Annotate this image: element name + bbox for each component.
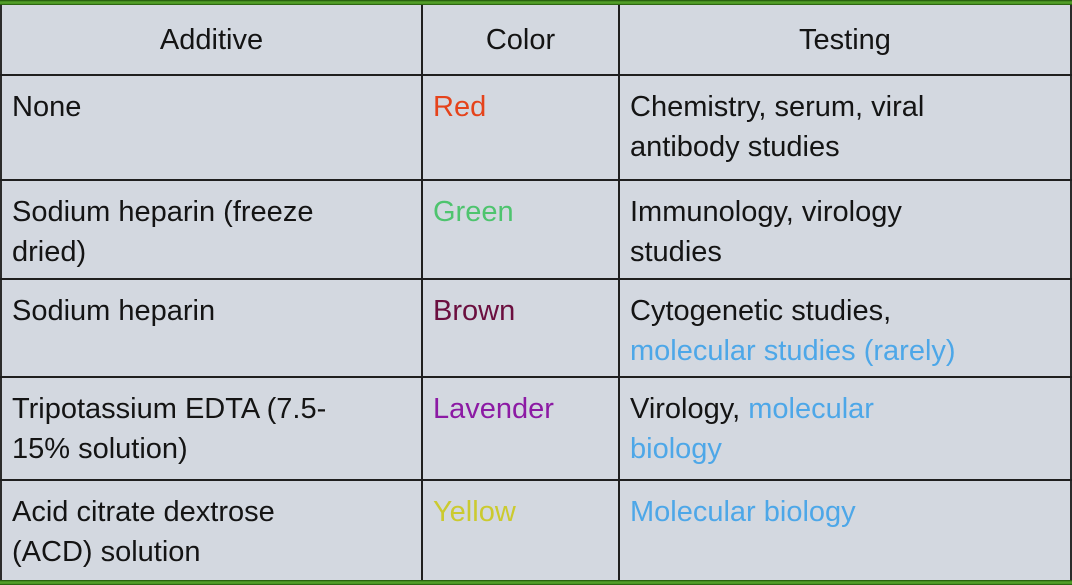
color-cell: Brown: [421, 278, 620, 378]
table-row: Tripotassium EDTA (7.5- 15% solution) La…: [0, 376, 1072, 481]
testing-cell: Molecular biology: [618, 479, 1072, 580]
additive-cell: Sodium heparin: [0, 278, 423, 378]
testing-cell: Virology, molecular biology: [618, 376, 1072, 481]
top-accent-bar: [0, 0, 1072, 5]
header-row: Additive Color Testing: [0, 5, 1072, 76]
color-cell: Yellow: [421, 479, 620, 580]
table-row: Sodium heparin (freeze dried) Green Immu…: [0, 179, 1072, 280]
additive-cell: Sodium heparin (freeze dried): [0, 179, 423, 280]
additive-cell: Acid citrate dextrose (ACD) solution: [0, 479, 423, 580]
testing-cell: Cytogenetic studies, molecular studies (…: [618, 278, 1072, 378]
column-header-testing: Testing: [618, 5, 1072, 76]
additive-cell: Tripotassium EDTA (7.5- 15% solution): [0, 376, 423, 481]
testing-cell: Immunology, virology studies: [618, 179, 1072, 280]
table-row: Sodium heparin Brown Cytogenetic studies…: [0, 278, 1072, 378]
testing-cell: Chemistry, serum, viral antibody studies: [618, 74, 1072, 181]
color-cell: Lavender: [421, 376, 620, 481]
blood-tube-additive-table: Additive Color Testing None Red Chemistr…: [0, 5, 1072, 580]
table-row: None Red Chemistry, serum, viral antibod…: [0, 74, 1072, 181]
table-row: Acid citrate dextrose (ACD) solution Yel…: [0, 479, 1072, 580]
column-header-additive: Additive: [0, 5, 423, 76]
column-header-color: Color: [421, 5, 620, 76]
color-cell: Green: [421, 179, 620, 280]
bottom-accent-bar: [0, 580, 1072, 585]
color-cell: Red: [421, 74, 620, 181]
additive-cell: None: [0, 74, 423, 181]
